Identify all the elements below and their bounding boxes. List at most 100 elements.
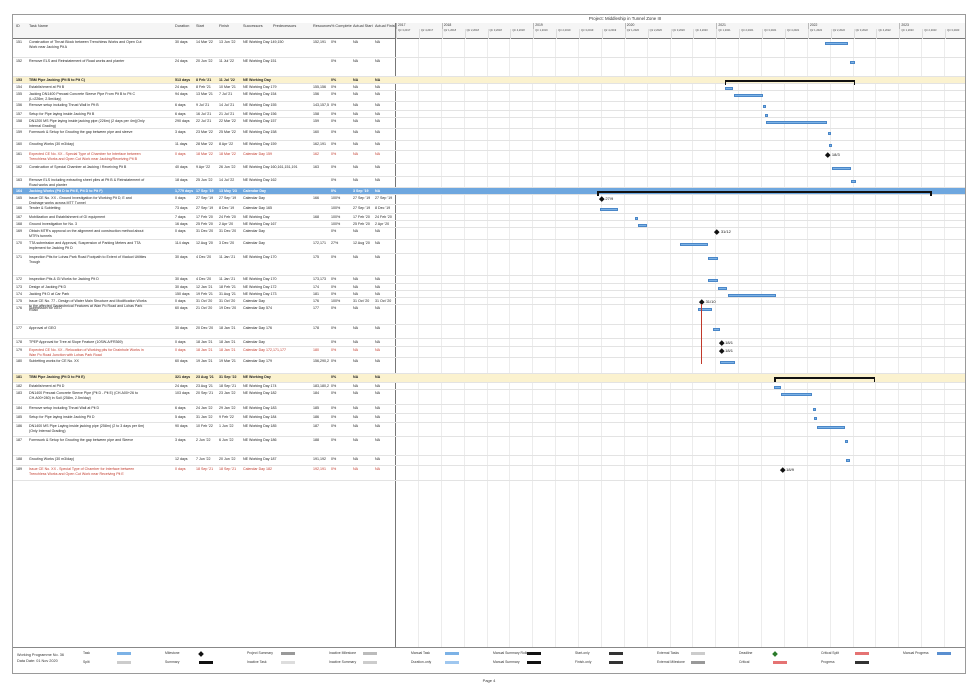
table-row[interactable]: 183 DN1400 Precast Concrete Sleeve Pipe (… xyxy=(13,390,965,405)
cell-pct: 0% xyxy=(331,142,337,146)
table-row[interactable]: 163 Remove ELS including extracting sheet… xyxy=(13,177,965,188)
table-row[interactable]: 168 Ground Investigation for No. 3 16 days… xyxy=(13,221,965,228)
cell-as: NA xyxy=(353,285,358,289)
task-bar[interactable] xyxy=(845,440,849,443)
milestone-marker[interactable]: 18/9 xyxy=(779,467,794,473)
summary-bar[interactable] xyxy=(724,80,856,84)
cell-af: NA xyxy=(375,92,380,96)
cell-af: NA xyxy=(375,406,380,410)
table-row[interactable]: 175 Issue CE No. 77 - Design of Water Mai… xyxy=(13,298,965,312)
summary-bar[interactable] xyxy=(774,377,876,381)
legend-swatch xyxy=(527,661,541,664)
milestone-marker[interactable]: 18/1 xyxy=(718,340,733,346)
table-row[interactable]: 176 Submission for GEO 60 days 21 Oct '20 19… xyxy=(13,305,965,325)
cell-dur: 3 days xyxy=(175,130,186,134)
cell-pct: 0% xyxy=(331,152,337,156)
table-row[interactable]: 160 Grouting Works (30 m3/day) 11 days 28 M… xyxy=(13,141,965,151)
milestone-marker[interactable]: 18/1 xyxy=(718,348,733,354)
table-row[interactable]: 154 Establishment at Pit B 24 days 8 Feb '2… xyxy=(13,84,965,91)
cell-dur: 12 days xyxy=(175,457,188,461)
quarter-gridline xyxy=(555,39,557,647)
task-bar[interactable] xyxy=(719,361,736,364)
task-bar[interactable] xyxy=(718,287,728,290)
table-row[interactable]: 164 Jacking Works (Pit D to Pit E, Pit D … xyxy=(13,188,965,195)
cell-finish: 24 Feb '20 xyxy=(219,215,236,219)
task-bar[interactable] xyxy=(849,61,856,64)
table-row[interactable]: 179 Expected CE No. XX - Relocation of Wo… xyxy=(13,347,965,358)
table-row[interactable]: 153 TBM Pipe Jacking (Pit B to Pit C) 513 … xyxy=(13,77,965,84)
cell-pct: 0% xyxy=(331,348,337,352)
table-row[interactable]: 180 Subletting works for CE No. XX 60 days… xyxy=(13,358,965,374)
col-start: Start xyxy=(196,24,205,28)
table-row[interactable]: 178 TPEP Approval for Tree at Slope Featu… xyxy=(13,339,965,347)
table-row[interactable]: 185 Setup for Pipe laying inside Jacking … xyxy=(13,414,965,423)
cell-res: 177 xyxy=(313,306,319,310)
task-bar[interactable] xyxy=(816,426,845,429)
table-row[interactable]: 161 Expected CE No. XX - Special Type of … xyxy=(13,151,965,164)
task-bar[interactable] xyxy=(763,105,767,108)
cell-start: 14 Mar '22 xyxy=(196,40,213,44)
table-row[interactable]: 165 Issue CE No. XX - Ground Investigatio… xyxy=(13,195,965,205)
task-bar[interactable] xyxy=(637,224,647,227)
task-bar[interactable] xyxy=(599,208,618,211)
table-row[interactable]: 171 Inspection Pits for Lohas Park Road F… xyxy=(13,254,965,276)
task-bar[interactable] xyxy=(708,279,718,282)
task-bar[interactable] xyxy=(697,308,713,311)
table-row[interactable]: 151 Construction of Thrust Block between … xyxy=(13,39,965,58)
table-row[interactable]: 188 Grouting Works (30 m3/day) 12 days 7 Ju… xyxy=(13,456,965,466)
table-row[interactable]: 159 Formwork & Setup for Grouting the gap… xyxy=(13,129,965,141)
table-row[interactable]: 162 Construction of Special Chamber at Ja… xyxy=(13,164,965,177)
table-row[interactable]: 167 Mobilization and Establishment of GI … xyxy=(13,214,965,221)
table-row[interactable]: 155 Jacking DN1400 Precast Concrete Sleev… xyxy=(13,91,965,102)
table-row[interactable]: 173 Design of Jacking Pit D 30 days 12 Jan … xyxy=(13,284,965,291)
task-bar[interactable] xyxy=(781,393,813,396)
cell-as: NA xyxy=(353,391,358,395)
task-bar[interactable] xyxy=(828,144,832,147)
table-row[interactable]: 181 TBM Pipe Jacking (Pit D to Pit E) 321 … xyxy=(13,374,965,383)
table-row[interactable]: 156 Remove setup including Thrust Wall in… xyxy=(13,102,965,111)
cell-start: 16 Jul '21 xyxy=(196,112,212,116)
task-bar[interactable] xyxy=(727,294,777,297)
table-row[interactable]: 158 DN1200 MS Pipe laying inside jacking … xyxy=(13,118,965,129)
task-bar[interactable] xyxy=(679,243,709,246)
table-row[interactable]: 152 Remove ELS and Reinstatement of Road … xyxy=(13,58,965,77)
cell-succ: NE Working Day 167 xyxy=(243,222,277,226)
task-bar[interactable] xyxy=(764,114,768,117)
table-row[interactable]: 177 Approval of GEO 30 days 20 Dec '20 18 Ja… xyxy=(13,325,965,339)
task-bar[interactable] xyxy=(827,132,831,135)
task-bar[interactable] xyxy=(825,42,849,45)
task-bar[interactable] xyxy=(831,167,852,170)
cell-succ: NE Working Day 170 xyxy=(243,255,277,259)
cell-pct: 27% xyxy=(331,241,339,245)
task-bar[interactable] xyxy=(851,180,856,183)
table-row[interactable]: 170 TTA submission and Approval, Suspensi… xyxy=(13,240,965,254)
summary-bar[interactable] xyxy=(597,191,932,195)
table-row[interactable]: 189 Issue CE No. XX - Special Type of Cha… xyxy=(13,466,965,481)
table-row[interactable]: 172 Inspection Pits & GI Works for Jackin… xyxy=(13,276,965,284)
task-bar[interactable] xyxy=(733,94,763,97)
table-row[interactable]: 174 Jacking Pit D at Car Park 150 days 19 F… xyxy=(13,291,965,298)
task-bar[interactable] xyxy=(708,257,718,260)
milestone-marker[interactable]: 27/9 xyxy=(599,196,614,202)
task-bar[interactable] xyxy=(635,217,639,220)
task-bar[interactable] xyxy=(846,459,850,462)
task-bar[interactable] xyxy=(814,417,818,420)
milestone-label: 27/9 xyxy=(605,196,614,201)
cell-succ: NE Working Day 151 xyxy=(243,59,277,63)
task-bar[interactable] xyxy=(766,121,828,124)
table-row[interactable]: 187 Formwork & Setup for Grouting the gap… xyxy=(13,437,965,456)
task-bar[interactable] xyxy=(774,386,781,389)
milestone-marker[interactable]: 18/3 xyxy=(825,152,840,158)
table-row[interactable]: 184 Remove setup including Thrust Wall at… xyxy=(13,405,965,414)
table-row[interactable]: 169 Obtain MTR's approval on the alignmen… xyxy=(13,228,965,240)
cell-pct: 0% xyxy=(331,165,337,169)
table-row[interactable]: 157 Setup for Pipe laying inside Jacking … xyxy=(13,111,965,118)
table-row[interactable]: 182 Establishment at Pit D 24 days 23 Aug '… xyxy=(13,383,965,390)
milestone-marker[interactable]: 31/12 xyxy=(714,229,731,235)
table-row[interactable]: 166 Tender & Subletting 73 days 27 Sep '19 8… xyxy=(13,205,965,214)
table-row[interactable]: 186 DN1400 MS Pipe Laying inside jacking … xyxy=(13,423,965,437)
task-bar[interactable] xyxy=(812,408,816,411)
task-bar[interactable] xyxy=(712,328,720,331)
milestone-marker[interactable]: 31/10 xyxy=(699,299,716,305)
task-bar[interactable] xyxy=(724,87,733,90)
